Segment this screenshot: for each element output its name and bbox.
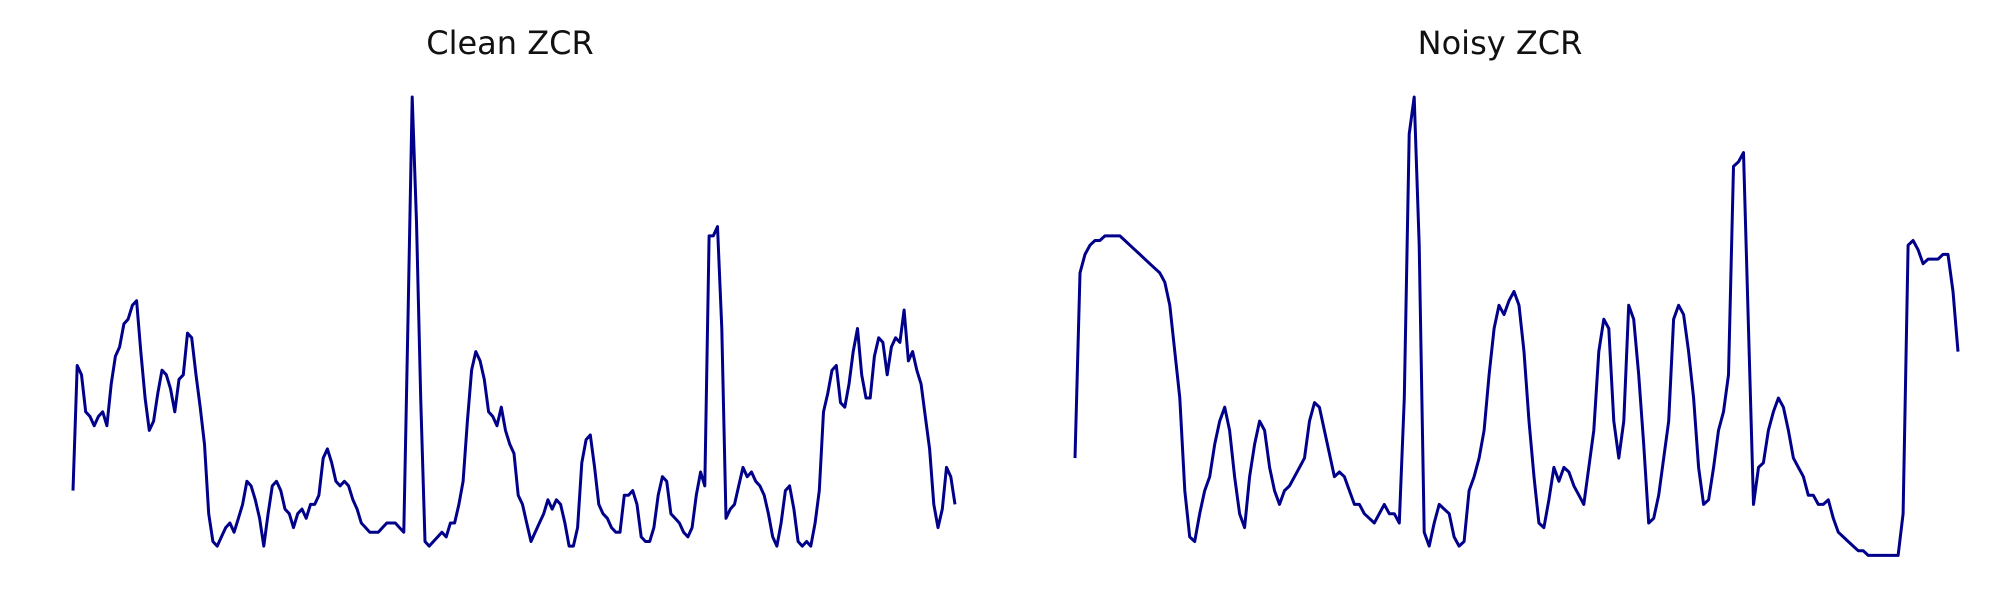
noisy-chart-title: Noisy ZCR — [1417, 24, 1583, 62]
clean-chart-title: Clean ZCR — [426, 24, 594, 62]
clean-zcr-line — [71, 95, 957, 548]
noisy-zcr-line — [1073, 95, 1960, 557]
